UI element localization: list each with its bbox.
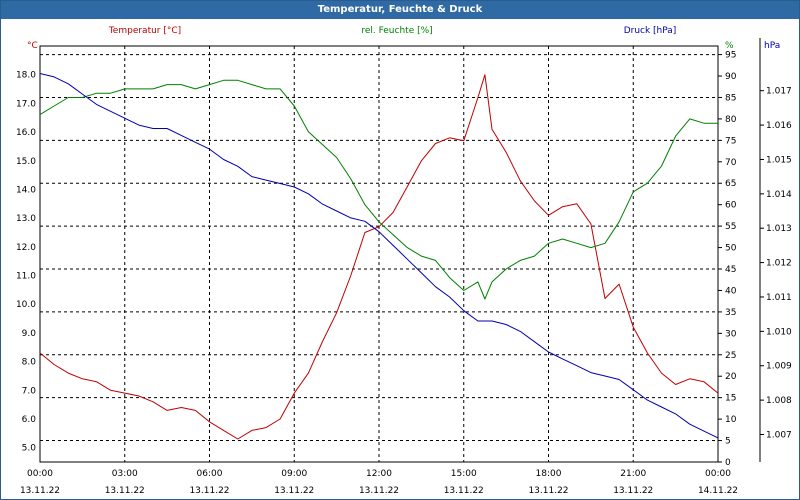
x-tick-time: 12:00 — [366, 469, 392, 479]
humidity-tick-label: 45 — [725, 265, 736, 275]
x-tick-time: 06:00 — [197, 469, 223, 479]
x-tick-time: 15:00 — [451, 469, 477, 479]
humidity-tick-label: 80 — [725, 115, 737, 125]
pressure-tick-label: 1.007 — [766, 430, 792, 440]
pressure-axis-unit: hPa — [764, 41, 780, 51]
pressure-tick-label: 1.011 — [766, 293, 792, 303]
humidity-tick-label: 30 — [725, 329, 737, 339]
humidity-tick-label: 70 — [725, 158, 737, 168]
humidity-tick-label: 35 — [725, 308, 736, 318]
temperature-tick-label: 11.0 — [16, 272, 36, 282]
humidity-tick-label: 75 — [725, 136, 736, 146]
humidity-tick-label: 90 — [725, 72, 737, 82]
pressure-tick-label: 1.014 — [766, 190, 792, 200]
x-tick-time: 00:00 — [27, 469, 53, 479]
temperature-tick-label: 7.0 — [22, 386, 37, 396]
temperature-tick-label: 12.0 — [16, 243, 36, 253]
pressure-tick-label: 1.017 — [766, 87, 792, 97]
humidity-tick-label: 65 — [725, 179, 736, 189]
temperature-tick-label: 16.0 — [16, 128, 36, 138]
x-tick-date: 13.11.22 — [20, 486, 60, 496]
humidity-tick-label: 85 — [725, 93, 736, 103]
humidity-axis-unit: % — [725, 41, 734, 51]
pressure-tick-label: 1.016 — [766, 121, 792, 131]
temperature-tick-label: 9.0 — [22, 329, 37, 339]
x-tick-time: 09:00 — [281, 469, 307, 479]
humidity-tick-label: 95 — [725, 51, 736, 61]
humidity-tick-label: 0 — [725, 458, 731, 468]
x-tick-time: 03:00 — [112, 469, 138, 479]
humidity-tick-label: 5 — [725, 437, 731, 447]
humidity-tick-label: 60 — [725, 201, 737, 211]
chart-series — [39, 73, 719, 440]
temperature-tick-label: 17.0 — [16, 99, 36, 109]
temperature-tick-label: 5.0 — [22, 444, 37, 454]
x-tick-date: 13.11.22 — [189, 486, 229, 496]
temperature-tick-label: 15.0 — [16, 157, 36, 167]
x-tick-date: 13.11.22 — [105, 486, 145, 496]
legend-pressure: Druck [hPa] — [624, 26, 677, 36]
x-tick-date: 13.11.22 — [613, 486, 653, 496]
pressure-line — [39, 73, 719, 439]
x-tick-date: 13.11.22 — [274, 486, 314, 496]
x-tick-date: 13.11.22 — [359, 486, 399, 496]
pressure-tick-label: 1.010 — [766, 327, 792, 337]
humidity-tick-label: 20 — [725, 372, 737, 382]
humidity-tick-label: 10 — [725, 415, 737, 425]
temperature-axis-unit: °C — [27, 41, 38, 51]
x-tick-time: 00:00 — [705, 469, 731, 479]
chart-title: Temperatur, Feuchte & Druck — [1, 1, 799, 19]
humidity-tick-label: 25 — [725, 351, 736, 361]
temperature-tick-label: 10.0 — [16, 300, 36, 310]
pressure-tick-label: 1.013 — [766, 224, 792, 234]
pressure-tick-label: 1.009 — [766, 362, 792, 372]
humidity-line — [39, 79, 718, 300]
x-tick-date: 14.11.22 — [698, 486, 738, 496]
temperature-tick-label: 13.0 — [16, 214, 36, 224]
humidity-tick-label: 15 — [725, 394, 736, 404]
chart-labels: 00:00 13.11.22 03:00 13.11.22 06:00 13.11.22 0… — [16, 26, 792, 496]
temperature-tick-label: 8.0 — [22, 358, 37, 368]
legend-temperature: Temperatur [°C] — [108, 26, 181, 36]
x-tick-date: 13.11.22 — [528, 486, 568, 496]
humidity-tick-label: 50 — [725, 244, 737, 254]
temperature-tick-label: 14.0 — [16, 185, 36, 195]
legend-humidity: rel. Feuchte [%] — [361, 26, 432, 36]
x-tick-time: 18:00 — [536, 469, 562, 479]
humidity-tick-label: 55 — [725, 222, 736, 232]
temperature-line — [39, 74, 719, 440]
pressure-tick-label: 1.015 — [766, 155, 792, 165]
humidity-tick-label: 40 — [725, 286, 737, 296]
x-tick-date: 13.11.22 — [444, 486, 484, 496]
chart-grid — [39, 45, 719, 463]
temperature-tick-label: 18.0 — [16, 71, 36, 81]
pressure-tick-label: 1.012 — [766, 259, 792, 269]
temperature-tick-label: 6.0 — [22, 415, 37, 425]
pressure-tick-label: 1.008 — [766, 396, 792, 406]
x-tick-time: 21:00 — [620, 469, 646, 479]
